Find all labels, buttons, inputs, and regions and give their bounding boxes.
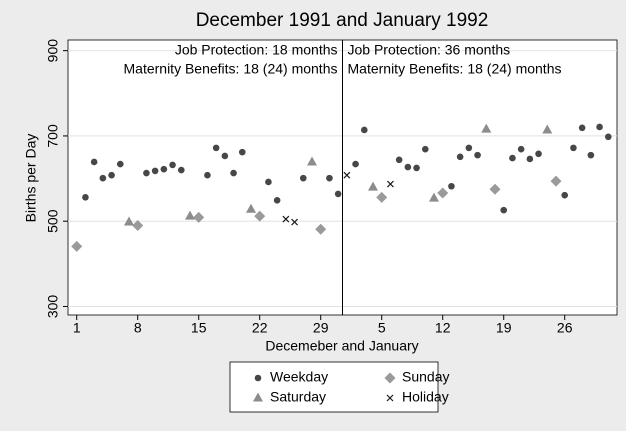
x-tick-label: 5 (378, 320, 386, 336)
point (82, 194, 89, 201)
legend-marker (386, 394, 394, 402)
x-tick-label: 8 (134, 320, 142, 336)
point (481, 123, 492, 133)
point (561, 191, 569, 199)
x-tick-label: 19 (496, 320, 512, 336)
x-tick-label: 12 (435, 320, 451, 336)
point (143, 169, 150, 177)
point (177, 166, 185, 174)
point (291, 218, 298, 226)
point (604, 133, 612, 141)
point (254, 210, 266, 222)
x-tick-label: 29 (313, 320, 329, 336)
point (526, 155, 534, 163)
legend-label: Weekday (270, 369, 328, 385)
point (343, 171, 351, 179)
point (212, 144, 220, 152)
legend-marker (254, 374, 262, 382)
point (265, 178, 272, 186)
point (193, 211, 205, 223)
legend-marker (253, 392, 263, 402)
point (282, 215, 290, 223)
point (413, 164, 420, 172)
point (489, 183, 501, 195)
point (160, 165, 168, 173)
legend-label: Holiday (402, 389, 449, 405)
point (246, 203, 256, 213)
x-tick-label: 26 (557, 320, 573, 336)
x-tick-label: 1 (73, 320, 81, 336)
point (273, 197, 281, 204)
point (404, 163, 412, 171)
point (132, 219, 144, 231)
point (124, 216, 134, 226)
point (387, 180, 394, 188)
point (448, 182, 455, 190)
x-tick-label: 22 (252, 320, 268, 336)
point (185, 210, 195, 220)
point (108, 171, 115, 179)
point (204, 171, 211, 179)
y-tick-label: 300 (45, 295, 61, 319)
legend-label: Saturday (270, 389, 326, 405)
point (596, 123, 603, 131)
point (535, 150, 542, 158)
point (307, 156, 317, 166)
point (570, 144, 577, 152)
annotation: Job Protection: 18 months (175, 42, 338, 58)
point (437, 187, 449, 199)
annotation: Maternity Benefits: 18 (24) months (348, 61, 562, 77)
legend (229, 361, 439, 413)
legend-marker (384, 372, 396, 384)
chart-title: December 1991 and January 1992 (196, 10, 489, 31)
point (542, 124, 553, 134)
point (429, 192, 439, 202)
point (578, 124, 586, 132)
point (500, 206, 508, 214)
point (587, 151, 595, 159)
point (465, 144, 473, 152)
point (90, 158, 98, 166)
point (456, 153, 464, 161)
point (326, 174, 333, 182)
annotation: Job Protection: 36 months (348, 42, 511, 58)
point (221, 152, 229, 160)
point (421, 145, 429, 153)
y-tick-label: 900 (45, 39, 61, 63)
point (230, 169, 237, 177)
point (368, 181, 378, 191)
point (474, 151, 481, 159)
point (71, 240, 83, 252)
point (315, 223, 327, 235)
point (509, 154, 516, 162)
y-axis-label: Births per Day (23, 134, 39, 223)
point (116, 160, 124, 168)
point (99, 174, 107, 182)
point (151, 167, 159, 175)
point (550, 175, 562, 187)
point (376, 191, 388, 203)
x-axis-label: Decemeber and January (265, 338, 418, 354)
annotation: Maternity Benefits: 18 (24) months (124, 61, 338, 77)
point (517, 145, 525, 153)
y-tick-label: 700 (45, 124, 61, 148)
y-tick-label: 500 (45, 209, 61, 233)
point (299, 174, 307, 182)
point (360, 126, 368, 134)
x-tick-label: 15 (191, 320, 207, 336)
point (238, 148, 246, 156)
point (395, 156, 403, 164)
point (334, 190, 342, 198)
point (352, 160, 359, 168)
legend-label: Sunday (402, 369, 449, 385)
point (169, 161, 176, 169)
